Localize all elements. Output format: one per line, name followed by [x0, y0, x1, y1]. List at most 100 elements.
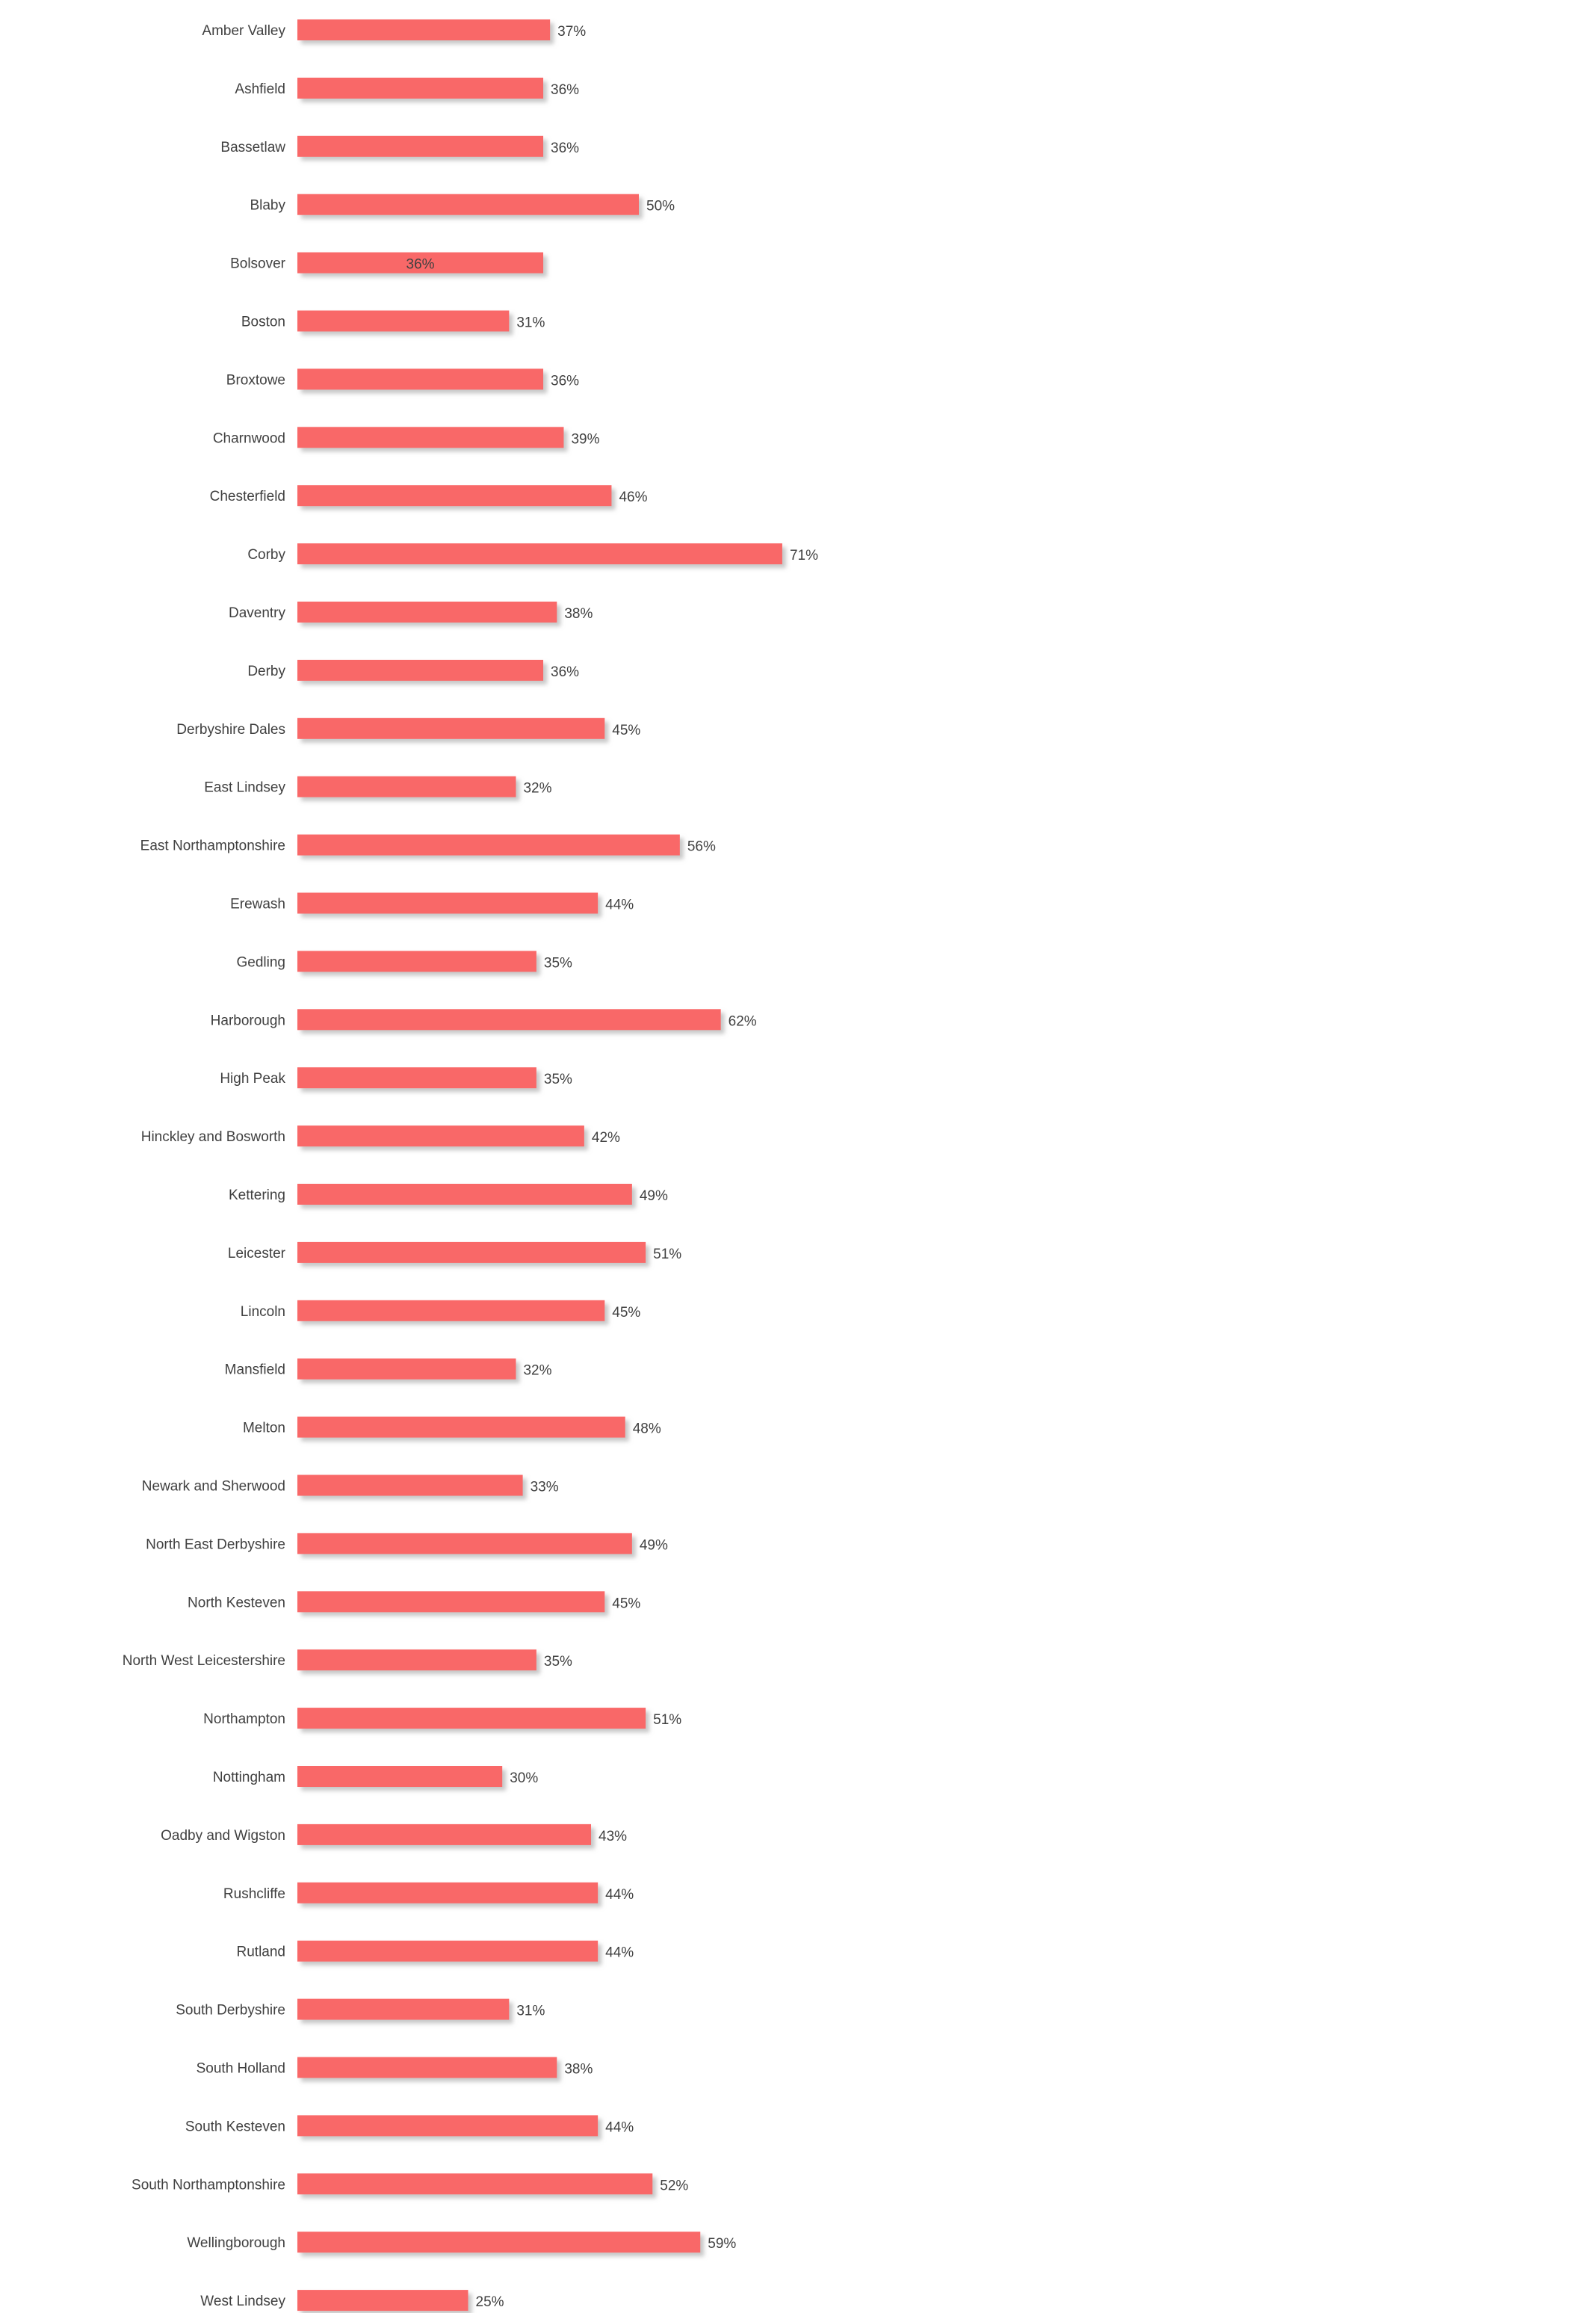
bar-row: Bassetlaw 36% [220, 135, 579, 157]
category-label: East Northamptonshire [140, 839, 285, 854]
bar-row: Oadby and Wigston 43% [161, 1823, 627, 1845]
category-label: Rutland [237, 1945, 286, 1960]
category-label: Wellingborough [187, 2235, 285, 2251]
category-label: High Peak [220, 1071, 285, 1087]
bar-row: Derby 36% [247, 659, 579, 681]
bar [297, 2232, 701, 2253]
bar [297, 135, 544, 157]
value-label: 30% [510, 1770, 538, 1786]
bar [297, 1184, 632, 1205]
bar-row: Broxtowe 36% [226, 368, 579, 390]
value-label: 50% [646, 199, 675, 214]
value-label: 38% [564, 2062, 593, 2078]
value-label: 51% [653, 1712, 681, 1728]
bar-row: East Lindsey 32% [204, 776, 552, 797]
value-label: 44% [605, 898, 634, 913]
bar [297, 2173, 653, 2195]
value-label: 49% [640, 1188, 668, 1204]
bar-row: Chesterfield 46% [210, 485, 648, 507]
category-label: Charnwood [213, 430, 285, 446]
bar-row: Rutland 44% [237, 1940, 634, 1962]
bar [297, 252, 544, 274]
value-label: 35% [544, 955, 572, 971]
value-label: 36% [551, 664, 579, 680]
category-label: Gedling [237, 954, 286, 970]
value-label: 45% [612, 1305, 640, 1321]
category-label: Leicester [228, 1246, 286, 1262]
bar-row: Leicester 51% [228, 1241, 681, 1263]
bar-row: North East Derbyshire 49% [146, 1533, 668, 1554]
bar [297, 368, 544, 390]
bar [297, 310, 510, 332]
bar-row: Gedling 35% [237, 951, 572, 972]
bar [297, 1766, 503, 1787]
bar [297, 602, 557, 623]
bar [297, 1358, 516, 1380]
value-label: 48% [633, 1421, 661, 1437]
category-label: Melton [243, 1421, 285, 1436]
bar [297, 1474, 523, 1496]
value-label: 35% [544, 1072, 572, 1087]
category-label: North East Derbyshire [146, 1537, 285, 1552]
bar-row: Ashfield 36% [235, 77, 579, 99]
category-label: Derby [247, 664, 285, 679]
category-label: Broxtowe [226, 372, 285, 388]
bar [297, 2290, 468, 2312]
category-label: Newark and Sherwood [142, 1479, 285, 1495]
bar [297, 1533, 632, 1554]
category-label: Mansfield [225, 1362, 285, 1378]
bar-row: Nottingham 30% [213, 1766, 538, 1787]
bar-row: High Peak 35% [220, 1067, 572, 1089]
bar-row: Lincoln 45% [241, 1300, 640, 1321]
category-label: West Lindsey [200, 2294, 285, 2309]
bar [297, 194, 639, 215]
value-label: 43% [598, 1829, 627, 1844]
value-label: 25% [476, 2294, 504, 2310]
bar [297, 1649, 536, 1671]
category-label: Amber Valley [202, 23, 285, 39]
bar [297, 1940, 598, 1962]
bar [297, 1823, 592, 1845]
bar-row: Northampton 51% [203, 1708, 681, 1729]
bar-row: South Derbyshire 31% [176, 1998, 545, 2020]
bar [297, 2057, 557, 2078]
value-label: 49% [640, 1537, 668, 1553]
bar [297, 427, 564, 448]
category-label: Corby [247, 547, 285, 563]
value-label: 39% [571, 431, 599, 447]
bar-row: Harborough 62% [211, 1009, 757, 1031]
category-label: South Holland [197, 2061, 285, 2077]
category-label: Boston [241, 315, 285, 330]
bar-row: North West Leicestershire 35% [123, 1649, 572, 1671]
value-label: 37% [557, 24, 586, 40]
bar [297, 1300, 605, 1321]
bar-row: Mansfield 32% [225, 1358, 552, 1380]
value-label: 42% [592, 1130, 620, 1146]
value-label: 46% [619, 490, 647, 505]
category-label: South Northamptonshire [132, 2177, 285, 2193]
value-label: 51% [653, 1247, 681, 1262]
value-label: 33% [531, 1480, 559, 1495]
value-label: 35% [544, 1654, 572, 1670]
bar-row: Erewash 44% [230, 892, 634, 914]
bar [297, 1998, 510, 2020]
bar [297, 834, 680, 856]
value-label: 44% [605, 1945, 634, 1961]
value-label: 38% [564, 606, 593, 622]
bar [297, 77, 544, 99]
category-label: Nottingham [213, 1770, 285, 1785]
bar-row: East Northamptonshire 56% [140, 834, 716, 856]
category-label: South Kesteven [185, 2119, 285, 2134]
bar [297, 1416, 625, 1438]
bar [297, 1708, 646, 1729]
bar-row: Blaby 50% [250, 194, 675, 215]
category-label: Harborough [211, 1013, 285, 1028]
value-label: 45% [612, 723, 640, 738]
bar-row: Amber Valley 37% [202, 19, 586, 40]
value-label: 36% [551, 373, 579, 389]
bar-row: Charnwood 39% [213, 427, 600, 448]
bar-row: Derbyshire Dales 45% [176, 717, 640, 739]
category-label: Daventry [229, 605, 286, 621]
bar-row: Boston 31% [241, 310, 545, 332]
